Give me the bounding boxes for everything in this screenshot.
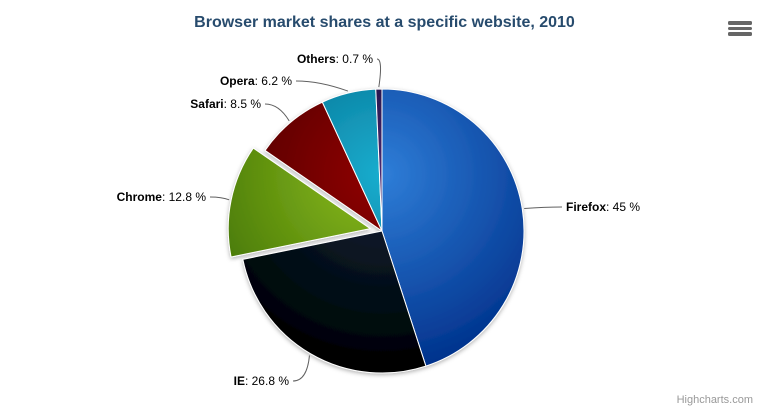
chart-title: Browser market shares at a specific webs… <box>194 14 575 31</box>
data-label-firefox: Firefox: 45 % <box>566 200 641 214</box>
data-label-opera: Opera: 6.2 % <box>219 74 292 88</box>
label-connector-ie <box>292 355 310 382</box>
label-connector-opera <box>295 80 349 92</box>
data-label-chrome: Chrome: 12.8 % <box>116 190 206 204</box>
label-connector-chrome <box>209 196 230 201</box>
data-label-others: Others: 0.7 % <box>296 52 373 66</box>
pie-slice-others[interactable] <box>375 88 383 232</box>
label-connector-firefox <box>524 206 563 209</box>
label-connector-safari <box>264 103 290 122</box>
pie-slice-firefox[interactable] <box>381 88 525 367</box>
export-menu-button[interactable] <box>725 19 755 41</box>
data-label-safari: Safari: 8.5 % <box>190 97 261 111</box>
pie-slice-ie[interactable] <box>242 230 427 374</box>
label-connector-others <box>376 58 382 88</box>
credits-link[interactable]: Highcharts.com <box>676 394 753 406</box>
data-label-ie: IE: 26.8 % <box>233 374 289 388</box>
hamburger-icon <box>728 21 752 36</box>
pie-slice-chrome[interactable] <box>227 147 371 258</box>
